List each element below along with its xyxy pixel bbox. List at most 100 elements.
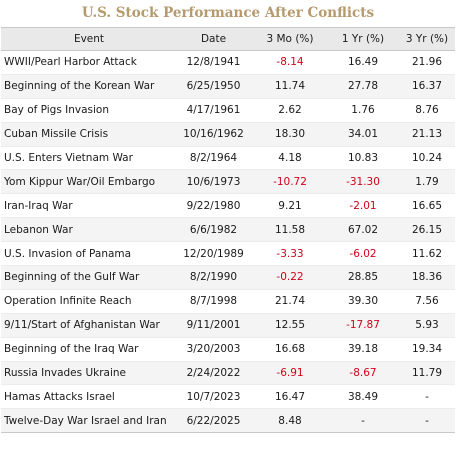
date-cell: 8/2/1964	[174, 146, 253, 171]
table-row: U.S. Invasion of Panama 12/20/1989 -3.33 -6…	[1, 241, 455, 267]
return-3mo-cell: 16.47	[253, 384, 327, 410]
return-3mo-cell: -0.22	[253, 265, 327, 290]
return-3yr-cell: -	[399, 408, 455, 434]
return-3yr-cell: 21.13	[399, 122, 455, 147]
table-row: Operation Infinite Reach 8/7/1998 21.74 39.…	[1, 289, 455, 314]
return-3yr-cell: 26.15	[399, 217, 455, 243]
header-row: Event Date 3 Mo (%) 1 Yr (%) 3 Yr (%)	[1, 27, 455, 51]
return-3mo-cell: 2.62	[253, 98, 327, 123]
date-cell: 10/16/1962	[174, 122, 253, 147]
return-1yr-cell: 28.85	[327, 265, 399, 290]
return-1yr-cell: 27.78	[327, 74, 399, 99]
date-cell: 9/22/1980	[174, 193, 253, 219]
return-3yr-cell: 10.24	[399, 146, 455, 171]
table-row: 9/11/Start of Afghanistan War 9/11/2001 12…	[1, 313, 455, 338]
date-cell: 10/7/2023	[174, 384, 253, 410]
event-cell: Bay of Pigs Invasion	[1, 98, 174, 123]
event-cell: Cuban Missile Crisis	[1, 122, 174, 147]
header-3yr: 3 Yr (%)	[399, 27, 455, 51]
table-row: Yom Kippur War/Oil Embargo 10/6/1973 -10.7…	[1, 169, 455, 195]
return-1yr-cell: -6.02	[327, 241, 399, 267]
table-row: WWII/Pearl Harbor Attack 12/8/1941 -8.14 16…	[1, 50, 455, 75]
return-3yr-cell: 16.37	[399, 74, 455, 99]
return-3yr-cell: -	[399, 384, 455, 410]
return-3yr-cell: 18.36	[399, 265, 455, 290]
return-3mo-cell: 16.68	[253, 337, 327, 362]
event-cell: WWII/Pearl Harbor Attack	[1, 50, 174, 75]
date-cell: 6/22/2025	[174, 408, 253, 434]
event-cell: U.S. Enters Vietnam War	[1, 146, 174, 171]
event-cell: U.S. Invasion of Panama	[1, 241, 174, 267]
table-title: U.S. Stock Performance After Conflicts	[81, 5, 375, 21]
date-cell: 6/25/1950	[174, 74, 253, 99]
table-row: Beginning of the Korean War 6/25/1950 11.7…	[1, 74, 455, 99]
return-3yr-cell: 8.76	[399, 98, 455, 123]
return-3mo-cell: 4.18	[253, 146, 327, 171]
date-cell: 12/20/1989	[174, 241, 253, 267]
table-row: Hamas Attacks Israel 10/7/2023 16.47 38.49-	[1, 384, 455, 410]
date-cell: 10/6/1973	[174, 169, 253, 195]
date-cell: 3/20/2003	[174, 337, 253, 362]
return-1yr-cell: -	[327, 408, 399, 434]
header-3mo: 3 Mo (%)	[253, 27, 327, 51]
return-3yr-cell: 1.79	[399, 169, 455, 195]
header-event: Event	[1, 27, 174, 51]
return-1yr-cell: 39.30	[327, 289, 399, 314]
return-3yr-cell: 21.96	[399, 50, 455, 75]
return-1yr-cell: -8.67	[327, 361, 399, 386]
event-cell: Twelve-Day War Israel and Iran	[1, 408, 174, 434]
return-1yr-cell: 67.02	[327, 217, 399, 243]
date-cell: 8/7/1998	[174, 289, 253, 314]
return-3mo-cell: -8.14	[253, 50, 327, 75]
return-1yr-cell: 1.76	[327, 98, 399, 123]
return-3yr-cell: 7.56	[399, 289, 455, 314]
return-3mo-cell: 12.55	[253, 313, 327, 338]
return-1yr-cell: 38.49	[327, 384, 399, 410]
return-3mo-cell: -3.33	[253, 241, 327, 267]
table-row: Lebanon War 6/6/1982 11.58 67.02 26.15	[1, 217, 455, 243]
table-row: Beginning of the Iraq War 3/20/2003 16.68 3…	[1, 337, 455, 362]
return-1yr-cell: 16.49	[327, 50, 399, 75]
return-3mo-cell: 21.74	[253, 289, 327, 314]
header-date: Date	[174, 27, 253, 51]
return-3yr-cell: 19.34	[399, 337, 455, 362]
return-3mo-cell: 11.58	[253, 217, 327, 243]
conflict-performance-table: Event Date 3 Mo (%) 1 Yr (%) 3 Yr (%) WW…	[1, 27, 455, 434]
table-row: Twelve-Day War Israel and Iran 6/22/2025 8…	[1, 408, 455, 434]
date-cell: 6/6/1982	[174, 217, 253, 243]
event-cell: Beginning of the Gulf War	[1, 265, 174, 290]
return-3mo-cell: -10.72	[253, 169, 327, 195]
table-row: Iran-Iraq War 9/22/1980 9.21 -2.01 16.65	[1, 193, 455, 219]
event-cell: Russia Invades Ukraine	[1, 361, 174, 386]
return-3yr-cell: 11.62	[399, 241, 455, 267]
date-cell: 2/24/2022	[174, 361, 253, 386]
date-cell: 8/2/1990	[174, 265, 253, 290]
return-3mo-cell: 8.48	[253, 408, 327, 434]
date-cell: 9/11/2001	[174, 313, 253, 338]
event-cell: Hamas Attacks Israel	[1, 384, 174, 410]
table-row: Cuban Missile Crisis 10/16/1962 18.30 34.01…	[1, 122, 455, 147]
return-3yr-cell: 16.65	[399, 193, 455, 219]
return-3yr-cell: 11.79	[399, 361, 455, 386]
return-3mo-cell: -6.91	[253, 361, 327, 386]
event-cell: Beginning of the Korean War	[1, 74, 174, 99]
event-cell: 9/11/Start of Afghanistan War	[1, 313, 174, 338]
date-cell: 12/8/1941	[174, 50, 253, 75]
return-3mo-cell: 18.30	[253, 122, 327, 147]
table-row: Beginning of the Gulf War 8/2/1990 -0.22 28…	[1, 265, 455, 290]
table-row: Bay of Pigs Invasion 4/17/1961 2.62 1.76 8.7…	[1, 98, 455, 123]
return-3yr-cell: 5.93	[399, 313, 455, 338]
return-1yr-cell: -2.01	[327, 193, 399, 219]
event-cell: Operation Infinite Reach	[1, 289, 174, 314]
event-cell: Yom Kippur War/Oil Embargo	[1, 169, 174, 195]
date-cell: 4/17/1961	[174, 98, 253, 123]
table-row: U.S. Enters Vietnam War 8/2/1964 4.18 10.83…	[1, 146, 455, 171]
return-1yr-cell: 10.83	[327, 146, 399, 171]
header-1yr: 1 Yr (%)	[327, 27, 399, 51]
event-cell: Lebanon War	[1, 217, 174, 243]
return-3mo-cell: 9.21	[253, 193, 327, 219]
event-cell: Beginning of the Iraq War	[1, 337, 174, 362]
return-1yr-cell: -17.87	[327, 313, 399, 338]
return-1yr-cell: -31.30	[327, 169, 399, 195]
table-row: Russia Invades Ukraine 2/24/2022 -6.91 -8.6…	[1, 361, 455, 386]
